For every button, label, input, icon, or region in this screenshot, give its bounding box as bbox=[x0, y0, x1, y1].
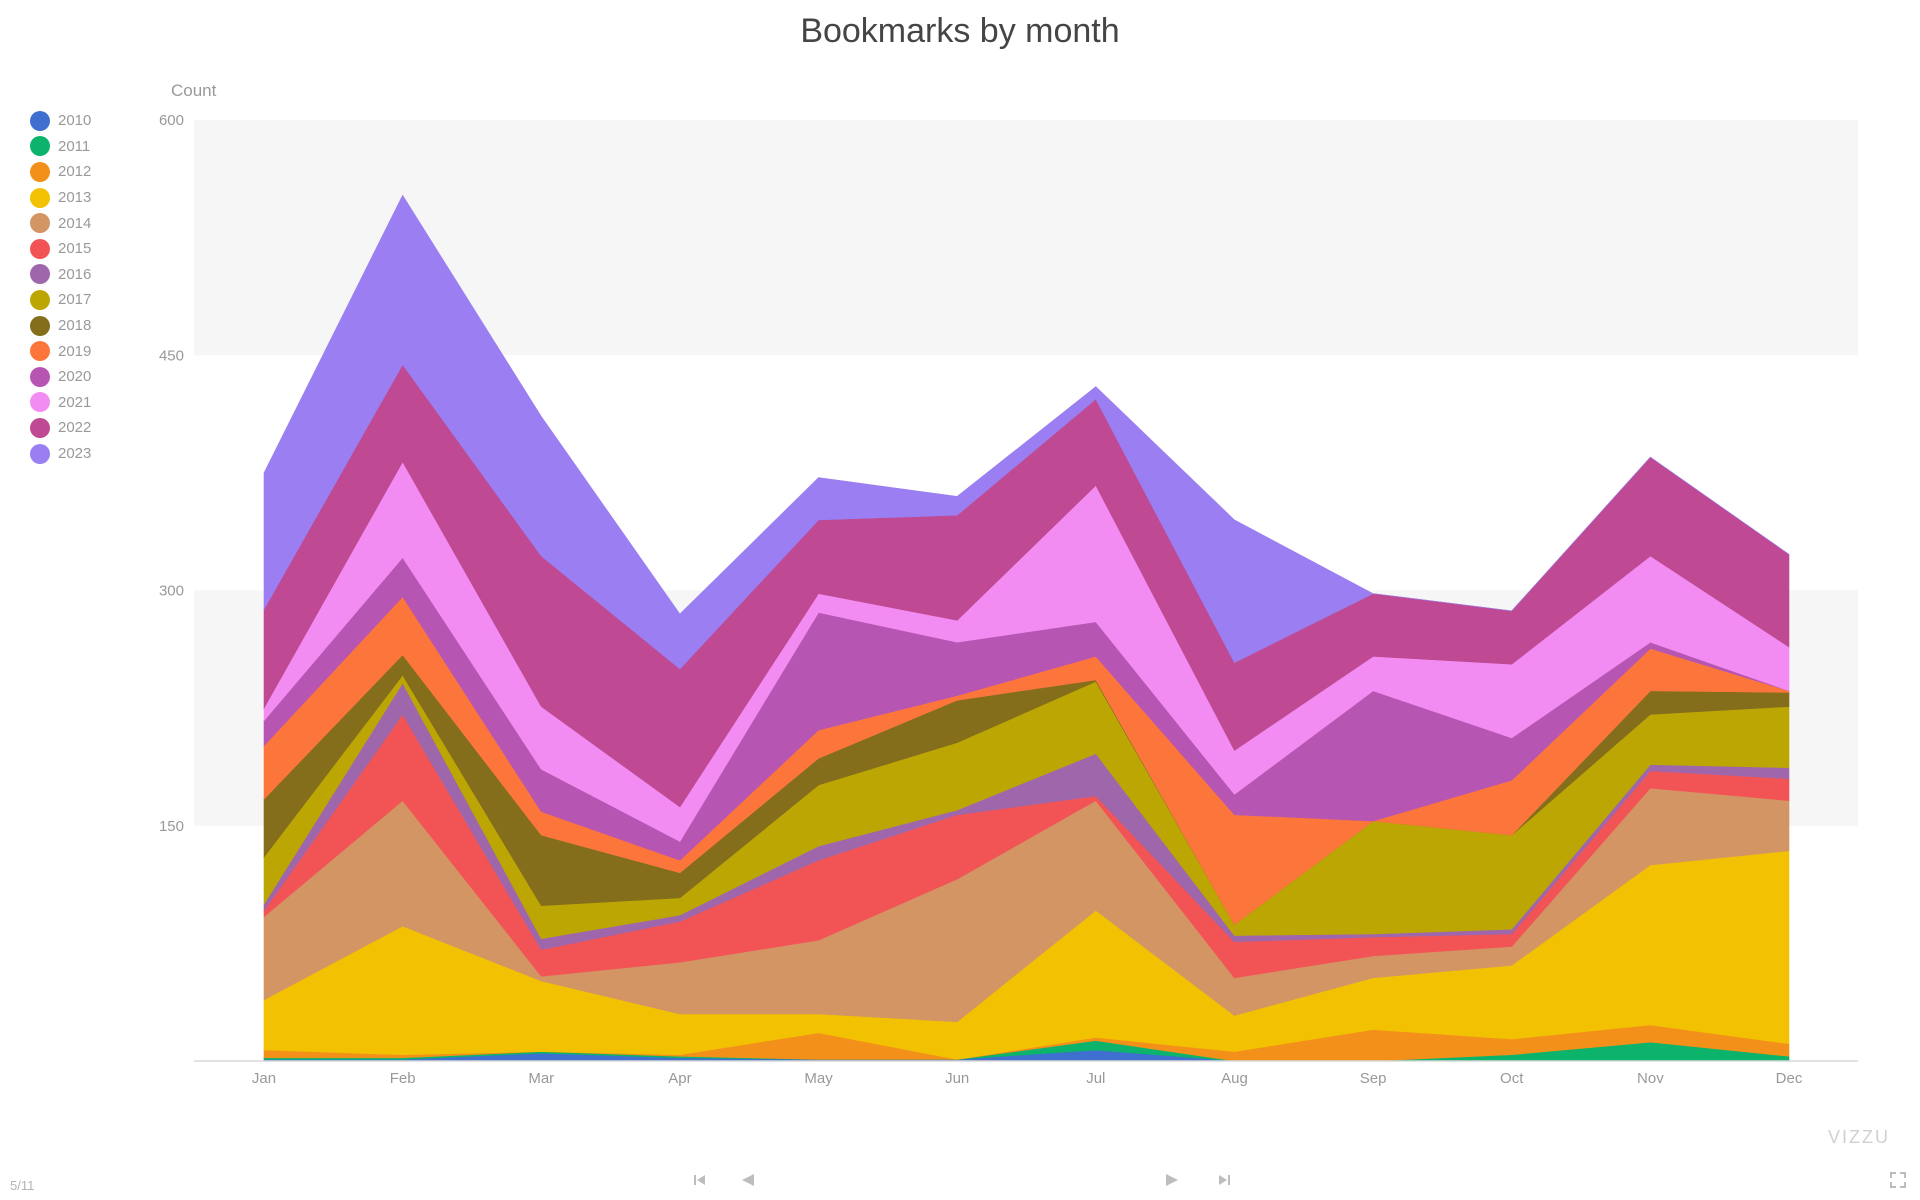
legend-label: 2015 bbox=[58, 240, 92, 258]
legend-marker bbox=[30, 417, 50, 438]
x-tick-label: Feb bbox=[390, 1070, 416, 1087]
x-tick-label: Oct bbox=[1500, 1070, 1524, 1087]
legend-label: 2021 bbox=[58, 393, 92, 411]
chart-title: Bookmarks by month bbox=[800, 12, 1120, 50]
legend-marker bbox=[30, 443, 50, 464]
x-tick-label: Sep bbox=[1360, 1070, 1387, 1087]
legend-label: 2022 bbox=[58, 419, 92, 437]
page-indicator: 5/11 bbox=[10, 1178, 35, 1193]
legend-marker bbox=[30, 213, 50, 234]
legend-item-2010[interactable]: 2010 bbox=[30, 108, 91, 134]
legend-label: 2020 bbox=[58, 368, 92, 386]
y-tick-label: 600 bbox=[159, 112, 184, 129]
legend-marker bbox=[30, 289, 50, 310]
legend-marker bbox=[30, 187, 50, 208]
legend-item-2021[interactable]: 2021 bbox=[30, 390, 91, 416]
legend-item-2016[interactable]: 2016 bbox=[30, 262, 91, 288]
legend-item-2011[interactable]: 2011 bbox=[30, 134, 91, 160]
legend-label: 2014 bbox=[58, 214, 92, 232]
legend-label: 2018 bbox=[58, 317, 92, 335]
series-area-2023 bbox=[263, 194, 1790, 670]
legend-marker bbox=[30, 315, 50, 336]
legend-item-2012[interactable]: 2012 bbox=[30, 159, 91, 185]
legend-label: 2016 bbox=[58, 265, 92, 283]
x-tick-label: Jan bbox=[252, 1070, 276, 1087]
y-tick-label: 150 bbox=[159, 818, 184, 835]
legend-label: 2023 bbox=[58, 445, 92, 463]
legend-item-2017[interactable]: 2017 bbox=[30, 287, 91, 313]
fullscreen-icon[interactable] bbox=[1886, 1168, 1910, 1192]
legend-marker bbox=[30, 136, 50, 157]
legend-label: 2011 bbox=[58, 137, 91, 155]
legend-label: 2010 bbox=[58, 112, 92, 130]
x-tick-label: Jun bbox=[945, 1070, 969, 1087]
legend-item-2018[interactable]: 2018 bbox=[30, 313, 91, 339]
legend-marker bbox=[30, 366, 50, 387]
brand-logo: VIZZU bbox=[1828, 1127, 1890, 1147]
legend-item-2020[interactable]: 2020 bbox=[30, 364, 91, 390]
x-tick-label: Jul bbox=[1086, 1070, 1105, 1087]
step-forward-icon[interactable] bbox=[1160, 1168, 1184, 1192]
legend-label: 2017 bbox=[58, 291, 92, 309]
legend: 2010 2011 2012 2013 2014 2015 2016 2017 2018 2019… bbox=[30, 108, 91, 466]
y-tick-label: 450 bbox=[159, 347, 184, 364]
legend-label: 2012 bbox=[58, 163, 92, 181]
legend-marker bbox=[30, 264, 50, 285]
skip-to-start-icon[interactable] bbox=[688, 1168, 712, 1192]
legend-marker bbox=[30, 161, 50, 182]
legend-marker bbox=[30, 341, 50, 362]
x-tick-label: Aug bbox=[1221, 1070, 1248, 1087]
legend-item-2019[interactable]: 2019 bbox=[30, 338, 91, 364]
step-back-icon[interactable] bbox=[736, 1168, 760, 1192]
y-axis-title: Count bbox=[171, 81, 217, 100]
legend-item-2022[interactable]: 2022 bbox=[30, 415, 91, 441]
legend-marker bbox=[30, 110, 50, 131]
legend-marker bbox=[30, 392, 50, 413]
legend-item-2023[interactable]: 2023 bbox=[30, 441, 91, 467]
legend-marker bbox=[30, 238, 50, 259]
y-tick-label: 300 bbox=[159, 583, 184, 600]
x-tick-label: Mar bbox=[528, 1070, 554, 1087]
x-tick-label: Nov bbox=[1637, 1070, 1664, 1087]
x-tick-label: Apr bbox=[668, 1070, 691, 1087]
legend-item-2013[interactable]: 2013 bbox=[30, 185, 91, 211]
legend-item-2014[interactable]: 2014 bbox=[30, 210, 91, 236]
skip-to-end-icon[interactable] bbox=[1212, 1168, 1236, 1192]
legend-label: 2013 bbox=[58, 189, 92, 207]
legend-label: 2019 bbox=[58, 342, 92, 360]
x-tick-label: May bbox=[804, 1070, 833, 1087]
legend-item-2015[interactable]: 2015 bbox=[30, 236, 91, 262]
x-tick-label: Dec bbox=[1776, 1070, 1803, 1087]
